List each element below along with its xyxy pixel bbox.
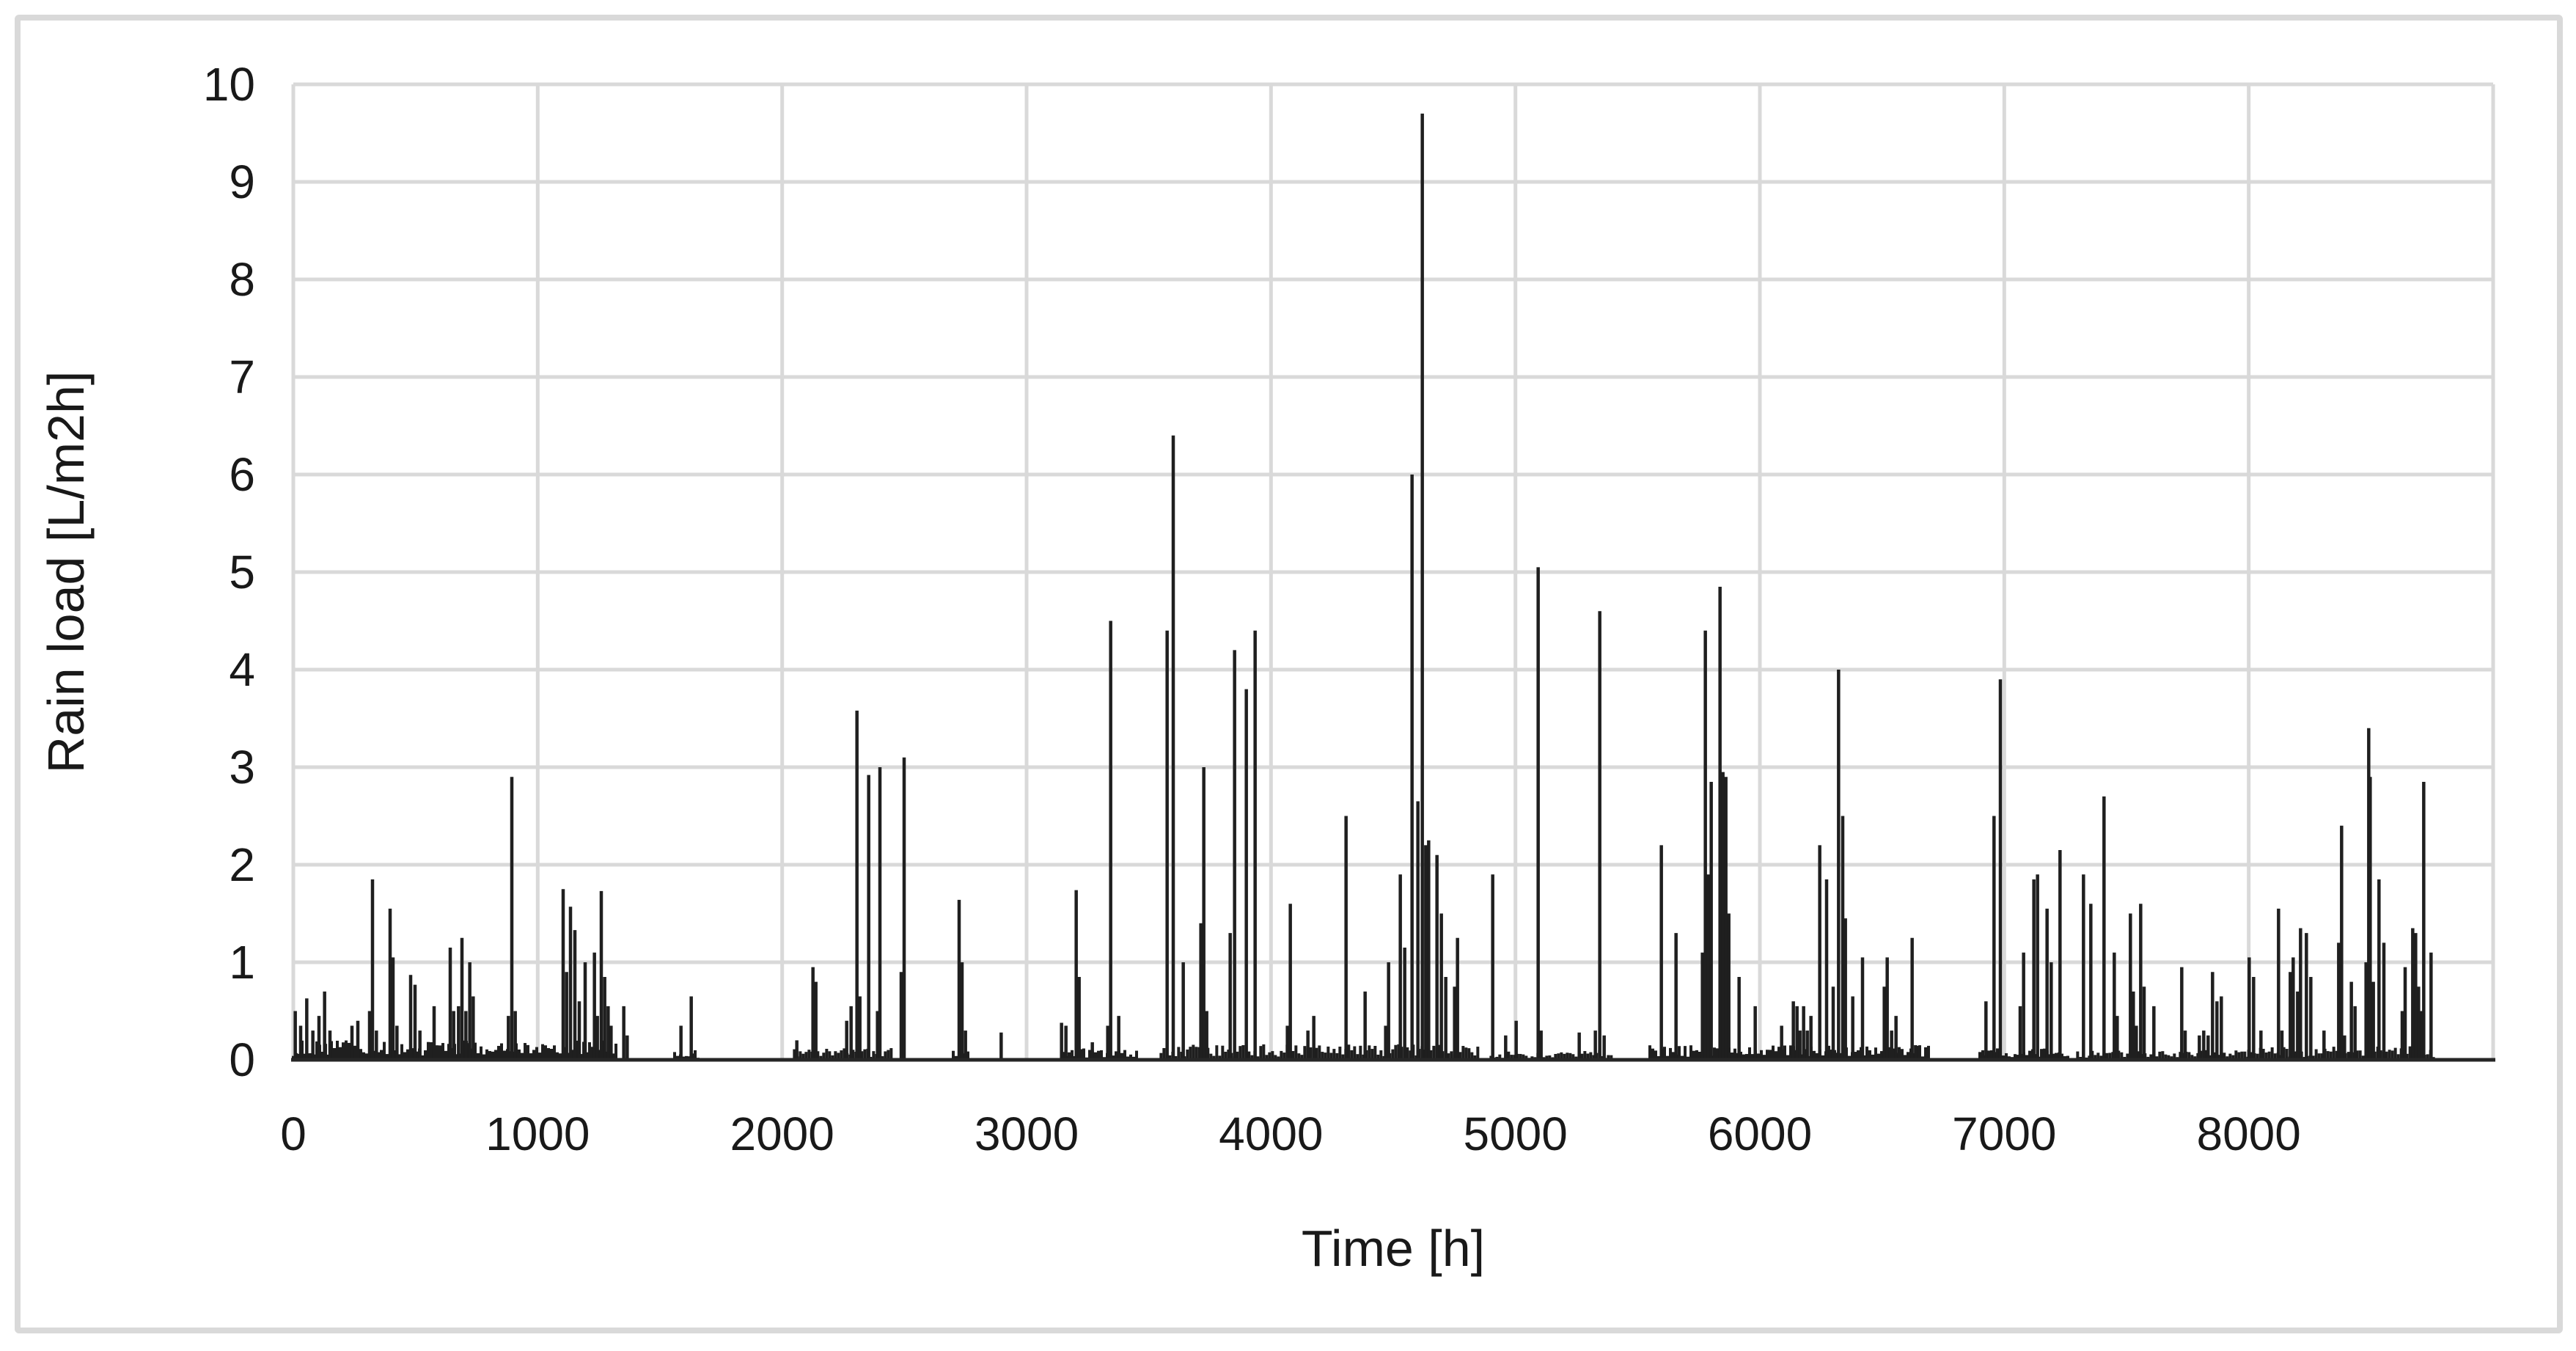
data-series-spikes xyxy=(292,113,2435,1060)
svg-text:3: 3 xyxy=(229,741,255,794)
svg-text:1: 1 xyxy=(229,936,255,989)
svg-text:4000: 4000 xyxy=(1219,1107,1323,1160)
svg-text:4: 4 xyxy=(229,643,255,696)
svg-text:7: 7 xyxy=(229,351,255,403)
svg-text:6: 6 xyxy=(229,448,255,501)
svg-text:10: 10 xyxy=(203,58,255,111)
svg-text:2000: 2000 xyxy=(730,1107,834,1160)
svg-text:6000: 6000 xyxy=(1708,1107,1812,1160)
svg-text:1000: 1000 xyxy=(485,1107,590,1160)
svg-text:0: 0 xyxy=(229,1033,255,1086)
svg-text:8000: 8000 xyxy=(2196,1107,2300,1160)
x-axis-title: Time [h] xyxy=(1301,1220,1486,1277)
y-axis-title: Rain load [L/m2h] xyxy=(37,370,95,774)
gridlines xyxy=(291,82,2495,1062)
svg-text:3000: 3000 xyxy=(975,1107,1079,1160)
svg-text:7000: 7000 xyxy=(1952,1107,2056,1160)
svg-text:2: 2 xyxy=(229,838,255,891)
x-axis-tick-labels: 0 1000 2000 3000 4000 5000 6000 7000 8000 xyxy=(280,1107,2301,1160)
y-axis-tick-labels: 0 1 2 3 4 5 6 7 8 9 10 xyxy=(203,58,255,1086)
svg-text:0: 0 xyxy=(280,1107,307,1160)
svg-text:5: 5 xyxy=(229,546,255,598)
svg-text:8: 8 xyxy=(229,253,255,306)
svg-text:9: 9 xyxy=(229,155,255,208)
svg-text:5000: 5000 xyxy=(1463,1107,1567,1160)
